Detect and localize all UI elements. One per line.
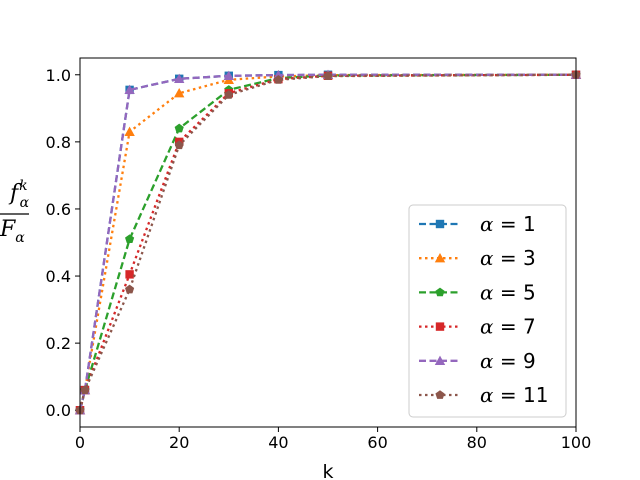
x-axis-label: k <box>322 461 333 480</box>
legend-marker <box>435 322 445 331</box>
x-tick-label: 0 <box>75 433 85 452</box>
y-tick-label: 0.8 <box>46 133 71 152</box>
legend-item: α = 3 <box>419 246 536 270</box>
x-tick-label: 80 <box>467 433 487 452</box>
legend-item: α = 9 <box>419 349 536 373</box>
legend: α = 1 α = 3 α = 5 α = 7 α = 9 α = 11 <box>408 204 567 418</box>
legend-marker <box>434 253 446 263</box>
data-point <box>223 70 234 80</box>
legend-label: α = 7 <box>480 315 536 339</box>
axes-ticks: 0 20 40 60 80 100 0.0 0.2 0.4 0.6 0.8 1.0 <box>46 66 592 452</box>
y-tick-label: 0.6 <box>46 200 71 219</box>
svg-text:Fα: Fα <box>0 217 25 246</box>
plot-frame <box>79 57 577 428</box>
x-tick-label: 60 <box>367 433 387 452</box>
data-point <box>174 73 185 83</box>
data-point <box>273 75 283 84</box>
y-tick-label: 0.0 <box>46 401 71 420</box>
y-tick-label: 1.0 <box>46 66 71 85</box>
svg-text:fkα: fk α <box>8 178 30 211</box>
y-tick-label: 0.2 <box>46 334 71 353</box>
legend-item: α = 5 <box>419 280 536 304</box>
legend-label: α = 3 <box>480 246 536 270</box>
data-point <box>125 284 135 294</box>
series-6 <box>75 69 581 415</box>
data-point <box>174 140 184 150</box>
legend-marker <box>435 287 445 297</box>
y-axis-label: fk α Fα <box>0 178 30 246</box>
data-point <box>125 234 135 244</box>
legend-label: α = 11 <box>480 383 548 407</box>
legend-item: α = 7 <box>419 315 536 339</box>
data-point <box>323 71 333 80</box>
legend-label: α = 9 <box>480 349 536 373</box>
data-point <box>80 385 90 394</box>
series-line <box>78 73 576 411</box>
y-tick-label: 0.4 <box>46 267 71 286</box>
data-point <box>174 88 185 98</box>
y-label-denominator-base: F <box>0 217 16 242</box>
data-point <box>124 84 135 95</box>
data-point <box>174 123 184 133</box>
legend-item: α = 1 <box>419 212 536 236</box>
y-label-denominator-sub: α <box>15 230 25 246</box>
legend-item: α = 11 <box>419 383 548 407</box>
y-label-numerator-sub: α <box>20 195 30 211</box>
series-line <box>78 73 577 411</box>
x-tick-label: 20 <box>169 433 189 452</box>
data-point <box>224 90 234 99</box>
legend-marker <box>434 355 446 365</box>
legend-box <box>408 204 567 418</box>
x-tick-label: 100 <box>561 433 592 452</box>
data-point <box>125 270 134 279</box>
data-point <box>124 126 135 136</box>
legend-label: α = 1 <box>480 212 536 236</box>
x-tick-label: 40 <box>268 433 288 452</box>
y-label-numerator-sup: k <box>19 178 27 194</box>
legend-marker <box>435 219 445 229</box>
legend-marker <box>435 390 445 399</box>
legend-label: α = 5 <box>480 280 536 304</box>
